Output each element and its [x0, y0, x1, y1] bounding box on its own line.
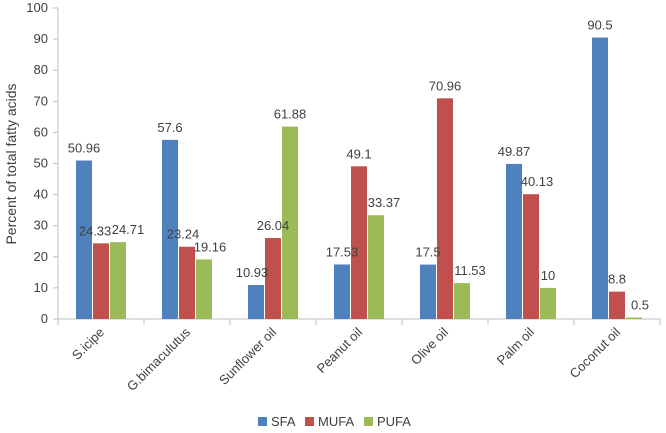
data-label: 17.53 — [326, 244, 359, 259]
bars — [76, 37, 642, 320]
bar-mufa — [93, 243, 109, 319]
x-tick-label: Coconut oil — [567, 324, 624, 381]
legend-label-pufa: PUFA — [377, 414, 411, 429]
y-tick-label: 70 — [34, 93, 48, 108]
bar-sfa — [334, 264, 350, 319]
bar-sfa — [162, 139, 178, 319]
bar-mufa — [437, 98, 453, 320]
y-axis-label: Percent of total fatty acids — [3, 83, 19, 244]
bar-sfa — [248, 285, 264, 319]
data-label: 90.5 — [587, 18, 612, 33]
bar-pufa — [282, 126, 298, 320]
x-tick-label: Olive oil — [408, 324, 451, 367]
data-label: 50.96 — [68, 141, 101, 156]
y-tick-label: 80 — [34, 62, 48, 77]
y-tick-label: 0 — [41, 311, 48, 326]
legend-label-mufa: MUFA — [318, 414, 354, 429]
data-label: 23.24 — [167, 227, 200, 242]
bar-sfa — [592, 37, 608, 320]
data-label: 61.88 — [274, 107, 307, 122]
x-tick-label: G.bimaculutus — [124, 324, 194, 394]
y-tick-label: 10 — [34, 280, 48, 295]
bar-pufa — [368, 215, 384, 319]
bar-pufa — [110, 242, 126, 319]
bar-sfa — [76, 160, 92, 319]
legend: SFA MUFA PUFA — [258, 414, 411, 429]
bar-mufa — [609, 291, 625, 319]
x-tick-label: Peanut oil — [314, 324, 366, 376]
data-label: 8.8 — [608, 272, 626, 287]
bar-sfa — [506, 163, 522, 319]
y-tick-label: 100 — [26, 0, 48, 15]
bar-mufa — [265, 238, 281, 319]
data-label: 57.6 — [157, 120, 182, 135]
bar-pufa — [540, 287, 556, 319]
y-tick-label: 50 — [34, 156, 48, 171]
data-label: 24.33 — [79, 223, 112, 238]
bar-pufa — [196, 259, 212, 319]
x-axis: S.icipe G.bimaculutus Sunflower oil Peanut … — [57, 318, 661, 394]
legend-swatch-sfa — [258, 417, 267, 426]
legend-label-sfa: SFA — [271, 414, 296, 429]
x-tick-label: Palm oil — [494, 324, 537, 367]
data-label: 10.93 — [236, 265, 269, 280]
data-labels: 50.96 57.6 10.93 17.53 17.5 49.87 90.5 24.33 23.… — [68, 18, 649, 313]
y-tick-label: 30 — [34, 218, 48, 233]
y-tick-label: 40 — [34, 187, 48, 202]
bar-mufa — [523, 194, 539, 319]
x-tick-label: S.icipe — [69, 325, 107, 363]
bar-sfa — [420, 264, 436, 319]
legend-swatch-mufa — [305, 417, 314, 426]
data-label: 70.96 — [429, 78, 462, 93]
data-label: 49.87 — [498, 144, 531, 159]
data-label: 19.16 — [194, 239, 227, 254]
data-label: 26.04 — [257, 218, 290, 233]
legend-swatch-pufa — [364, 417, 373, 426]
data-label: 33.37 — [368, 195, 401, 210]
data-label: 40.13 — [521, 174, 554, 189]
bar-pufa — [454, 283, 470, 319]
data-label: 10 — [541, 268, 555, 283]
bar-pufa — [626, 317, 642, 319]
bar-mufa — [179, 246, 195, 319]
data-label: 17.5 — [415, 245, 440, 260]
data-label: 24.71 — [112, 222, 145, 237]
data-label: 49.1 — [346, 146, 371, 161]
data-label: 0.5 — [631, 297, 649, 312]
data-label: 11.53 — [454, 263, 486, 278]
y-tick-label: 20 — [34, 249, 48, 264]
y-tick-label: 60 — [34, 124, 48, 139]
y-axis: 0 10 20 30 40 50 60 70 80 90 100 — [26, 0, 59, 326]
bar-mufa — [351, 166, 367, 319]
x-tick-label: Sunflower oil — [216, 324, 279, 387]
y-tick-label: 90 — [34, 31, 48, 46]
